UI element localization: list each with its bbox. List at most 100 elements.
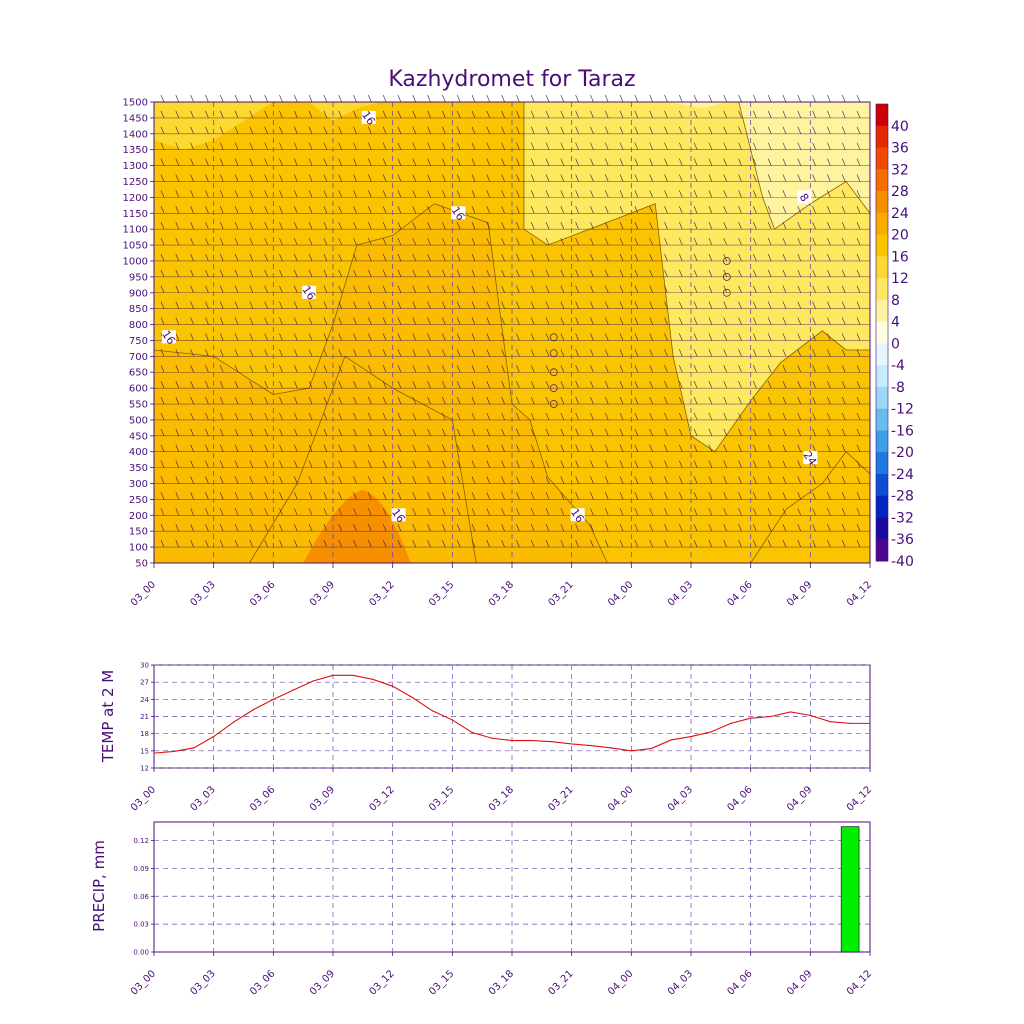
- wind-barb: [590, 269, 594, 277]
- wind-barb: [308, 142, 313, 150]
- wind-barb: [294, 381, 298, 389]
- wind-barb: [427, 253, 431, 262]
- wind-barb: [782, 412, 787, 421]
- wind-barb: [619, 317, 624, 325]
- wind-barb: [456, 158, 461, 166]
- wind-barb: [249, 222, 254, 230]
- wind-barb: [560, 253, 565, 262]
- wind-barb: [679, 508, 683, 516]
- wind-barb: [234, 285, 239, 293]
- wind-barb: [767, 222, 772, 230]
- temp-x-tick-label: 03_03: [188, 784, 217, 813]
- temp-point: [392, 685, 394, 687]
- wind-barb: [219, 349, 224, 357]
- wind-barb: [619, 365, 624, 373]
- wind-barb: [604, 190, 609, 198]
- wind-barb: [827, 412, 831, 421]
- wind-barb: [693, 285, 698, 293]
- wind-barb: [841, 476, 846, 484]
- wind-barb: [812, 428, 816, 436]
- wind-barb: [412, 396, 417, 405]
- wind-barb: [664, 412, 668, 421]
- wind-barb: [175, 237, 180, 246]
- wind-barb: [397, 381, 402, 389]
- wind-barb: [723, 460, 727, 468]
- wind-barb: [308, 539, 313, 548]
- wind-barb: [753, 206, 757, 214]
- wind-barb: [827, 539, 831, 548]
- wind-barb: [353, 460, 357, 468]
- wind-barb: [412, 524, 417, 532]
- wind-barb: [442, 444, 446, 452]
- wind-barb: [664, 94, 668, 103]
- wind-barb: [234, 381, 239, 389]
- temp-x-tick-label: 03_21: [546, 784, 575, 813]
- wind-barb: [234, 333, 239, 341]
- wind-barb: [338, 269, 342, 277]
- wind-barb: [160, 142, 165, 150]
- wind-barb: [767, 158, 772, 166]
- wind-barb: [160, 381, 165, 389]
- wind-barb: [545, 253, 550, 262]
- wind-barb: [841, 428, 846, 436]
- wind-barb: [545, 174, 550, 182]
- wind-barb: [501, 206, 505, 214]
- colorbar-label: 20: [891, 228, 909, 244]
- wind-barb: [812, 190, 816, 198]
- wind-barb: [530, 524, 535, 532]
- temp-x-tick-label: 03_12: [367, 784, 396, 813]
- wind-barb: [382, 539, 387, 548]
- wind-barb: [264, 333, 268, 341]
- wind-barb: [501, 539, 505, 548]
- wind-barb: [353, 190, 357, 198]
- temp-point: [750, 717, 752, 719]
- wind-barb: [338, 508, 342, 516]
- wind-barb: [471, 142, 476, 150]
- wind-barb: [412, 269, 417, 277]
- wind-barb: [827, 237, 831, 246]
- wind-barb: [294, 253, 298, 262]
- wind-barb: [412, 333, 417, 341]
- wind-barb: [560, 396, 565, 405]
- wind-barb: [442, 253, 446, 262]
- wind-barb: [412, 206, 417, 214]
- wind-barb: [812, 285, 816, 293]
- wind-barb: [190, 158, 194, 166]
- wind-barb: [723, 317, 727, 325]
- wind-barb: [767, 492, 772, 500]
- wind-barb: [175, 301, 180, 309]
- wind-barb: [205, 508, 209, 516]
- wind-barb: [486, 412, 491, 421]
- wind-barb: [397, 428, 402, 436]
- wind-barb: [738, 365, 742, 373]
- wind-barb: [604, 222, 609, 230]
- wind-barb: [471, 460, 476, 468]
- wind-barb: [856, 365, 861, 373]
- wind-barb: [471, 428, 476, 436]
- wind-barb: [205, 460, 209, 468]
- wind-barb: [634, 158, 639, 166]
- wind-barb: [827, 110, 831, 119]
- wind-barb: [368, 444, 372, 452]
- wind-barb: [456, 301, 461, 309]
- wind-barb: [753, 142, 757, 150]
- wind-barb: [501, 365, 505, 373]
- wind-barb: [856, 539, 861, 548]
- wind-barb: [649, 317, 653, 325]
- wind-barb: [427, 237, 431, 246]
- colorbar-swatch: [876, 408, 888, 431]
- wind-barb: [338, 110, 342, 119]
- wind-barb: [175, 269, 180, 277]
- wind-barb: [841, 94, 846, 103]
- wind-barb: [264, 492, 268, 500]
- wind-barb: [738, 524, 742, 532]
- wind-barb: [856, 237, 861, 246]
- precip-x-tick-label: 04_06: [725, 968, 754, 997]
- calm-circle: [722, 288, 731, 297]
- wind-barb: [279, 237, 283, 246]
- wind-barb: [160, 349, 165, 357]
- wind-barb: [160, 476, 165, 484]
- wind-barb: [175, 381, 180, 389]
- wind-barb: [323, 460, 328, 468]
- wind-barb: [234, 539, 239, 548]
